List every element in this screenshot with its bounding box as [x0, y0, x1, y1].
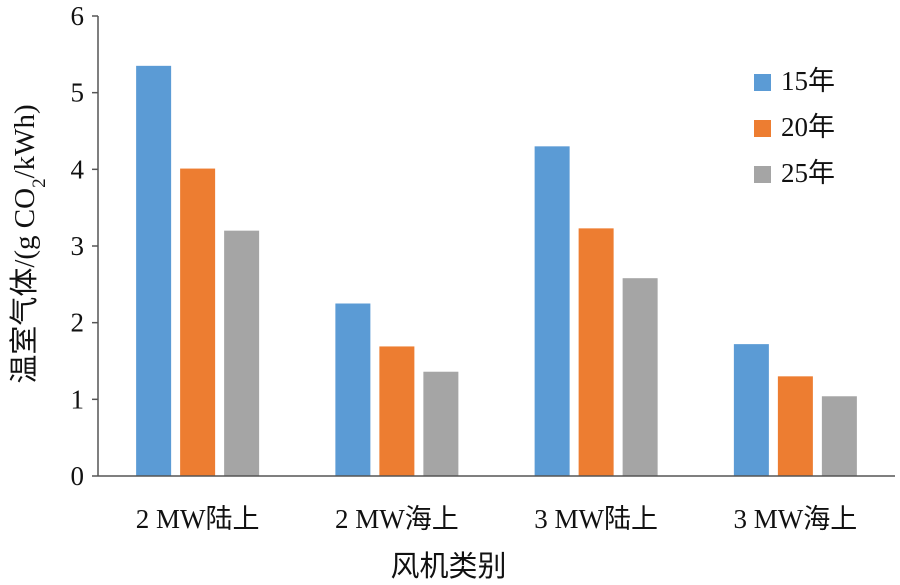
x-axis-title: 风机类别 — [390, 550, 506, 583]
bar — [733, 344, 769, 476]
legend-label: 20年 — [781, 112, 835, 142]
category-label: 2 MW海上 — [335, 504, 459, 534]
bar — [379, 346, 415, 476]
bar — [224, 230, 260, 476]
category-label: 3 MW陆上 — [534, 504, 658, 534]
y-tick-label: 3 — [71, 231, 85, 261]
legend-label: 25年 — [781, 158, 835, 188]
bar — [534, 146, 570, 477]
bar — [578, 228, 614, 476]
legend-swatch — [754, 74, 771, 91]
y-axis-title-main: 温室气体/(g CO — [8, 188, 41, 384]
y-tick-label: 6 — [71, 1, 85, 31]
y-axis-title-subscript: 2 — [29, 178, 50, 188]
bar — [136, 65, 172, 476]
bar — [335, 303, 371, 476]
legend-swatch — [754, 166, 771, 183]
y-tick-label: 4 — [71, 154, 85, 184]
category-label: 3 MW海上 — [734, 504, 858, 534]
bar — [423, 371, 459, 476]
legend-label: 15年 — [781, 66, 835, 96]
y-tick-label: 0 — [71, 461, 85, 491]
y-tick-label: 5 — [71, 78, 85, 108]
bar — [622, 278, 658, 476]
y-axis-title-unit: /kWh) — [9, 104, 41, 178]
y-tick-labels: 0 1 2 3 4 5 6 — [71, 1, 98, 491]
bar — [777, 376, 813, 476]
y-tick-label: 2 — [71, 308, 85, 338]
bars-group — [136, 65, 857, 477]
category-labels: 2 MW陆上 2 MW海上 3 MW陆上 3 MW海上 — [136, 504, 858, 534]
bar — [821, 396, 857, 476]
bar — [180, 168, 216, 477]
legend-swatch — [754, 120, 771, 137]
category-label: 2 MW陆上 — [136, 504, 260, 534]
y-tick-label: 1 — [71, 384, 85, 414]
legend: 15年 20年 25年 — [754, 66, 835, 188]
y-axis-title: 温室气体/(g CO2/kWh) — [8, 104, 50, 383]
